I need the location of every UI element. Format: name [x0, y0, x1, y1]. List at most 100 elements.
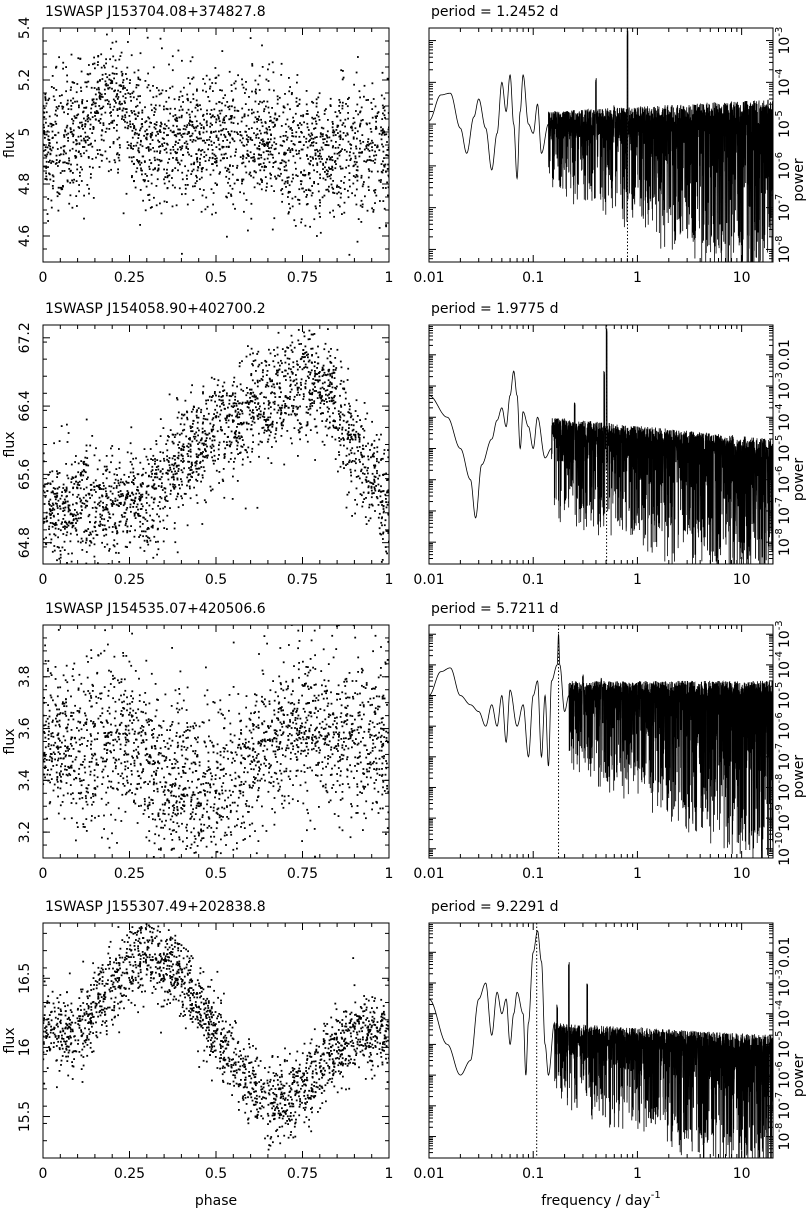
data-point — [252, 391, 255, 394]
data-point — [303, 395, 305, 398]
data-point — [117, 482, 120, 484]
data-point — [239, 156, 242, 158]
data-point — [318, 375, 321, 378]
data-point — [363, 160, 366, 163]
data-point — [200, 108, 202, 111]
data-point — [215, 159, 218, 162]
data-point — [291, 132, 294, 134]
data-point — [387, 513, 389, 516]
data-point — [313, 333, 316, 335]
data-point — [200, 170, 203, 173]
data-point — [51, 509, 54, 512]
data-point — [151, 473, 153, 475]
data-point — [127, 481, 130, 484]
data-point — [265, 78, 268, 81]
data-point — [216, 114, 219, 117]
data-point — [280, 189, 282, 192]
data-point — [54, 134, 57, 137]
data-point — [361, 185, 364, 188]
data-point — [120, 501, 122, 504]
data-point — [77, 540, 80, 543]
data-point — [261, 441, 263, 444]
data-point — [342, 387, 344, 390]
data-point — [101, 96, 104, 98]
y-tick-label: 10-7 — [774, 194, 793, 222]
data-point — [123, 515, 126, 518]
data-point — [315, 142, 318, 144]
data-point — [118, 461, 121, 464]
data-point — [46, 483, 48, 485]
data-point — [87, 114, 89, 117]
data-point — [70, 512, 72, 515]
data-point — [226, 414, 229, 417]
data-point — [151, 206, 153, 208]
data-point — [209, 125, 211, 128]
data-point — [139, 515, 142, 517]
data-point — [332, 412, 334, 415]
data-point — [375, 194, 378, 197]
data-point — [385, 133, 388, 136]
data-point — [77, 57, 80, 60]
data-point — [112, 141, 115, 143]
data-point — [163, 182, 166, 185]
data-point — [105, 533, 108, 536]
data-point — [139, 546, 142, 549]
data-point — [364, 195, 366, 198]
data-point — [328, 415, 331, 418]
data-point — [59, 529, 62, 532]
data-point — [180, 480, 183, 483]
data-point — [347, 112, 349, 114]
x-tick-label: 0 — [39, 572, 48, 588]
data-point — [63, 145, 66, 147]
data-point — [288, 357, 291, 360]
data-point — [316, 367, 318, 369]
data-point — [275, 427, 278, 430]
data-point — [118, 107, 121, 110]
data-point — [197, 434, 199, 437]
data-point — [88, 187, 90, 190]
data-point — [256, 385, 259, 388]
data-point — [119, 55, 122, 57]
data-point — [182, 128, 185, 130]
data-point — [213, 449, 215, 452]
x-tick-label: 0 — [39, 270, 48, 286]
data-point — [247, 141, 249, 143]
data-point — [356, 179, 359, 182]
data-point — [199, 133, 201, 136]
data-point — [220, 429, 223, 432]
data-point — [107, 84, 109, 87]
data-point — [155, 134, 157, 137]
data-point — [43, 111, 46, 114]
data-point — [340, 150, 342, 152]
data-point — [366, 123, 368, 126]
data-point — [105, 493, 108, 495]
data-point — [308, 398, 311, 401]
data-point — [66, 179, 69, 182]
data-point — [94, 115, 96, 117]
data-point — [58, 161, 60, 164]
data-point — [223, 433, 226, 435]
data-point — [122, 81, 124, 84]
data-point — [331, 165, 333, 168]
data-point — [318, 157, 321, 160]
data-point — [96, 64, 99, 66]
data-point — [103, 518, 106, 521]
data-point — [117, 491, 120, 493]
data-point — [98, 459, 101, 462]
data-point — [211, 115, 214, 118]
data-point — [175, 135, 178, 138]
data-point — [145, 137, 147, 140]
data-point — [299, 157, 302, 160]
data-point — [95, 447, 97, 450]
data-point — [166, 201, 168, 203]
data-point — [155, 440, 158, 442]
data-point — [339, 411, 342, 414]
data-point — [136, 503, 139, 506]
data-point — [113, 77, 115, 80]
data-point — [171, 463, 173, 466]
data-point — [326, 136, 329, 139]
data-point — [290, 349, 293, 352]
data-point — [379, 200, 381, 202]
data-point — [278, 396, 281, 398]
data-point — [213, 153, 216, 156]
